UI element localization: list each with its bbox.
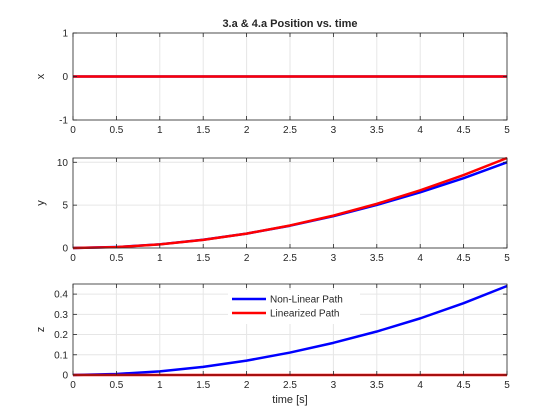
x-tick-label: 0 [70, 125, 76, 136]
x-tick-label: 0.5 [109, 125, 123, 136]
axes-2 [72, 156, 508, 250]
y-axis-label: y [35, 200, 47, 206]
x-tick-label: 2.5 [283, 125, 297, 136]
x-tick-label: 4 [417, 125, 423, 136]
y-tick-label: 5 [62, 201, 68, 212]
x-tick-label: 2 [244, 253, 250, 264]
y-tick-label: 0.3 [54, 310, 68, 321]
series-line-2 [72, 156, 508, 250]
x-tick-label: 5 [504, 380, 510, 391]
x-tick-label: 4 [417, 380, 423, 391]
y-tick-label: 0 [62, 72, 68, 83]
y-tick-label: 0.1 [54, 350, 68, 361]
x-tick-label: 2 [244, 380, 250, 391]
x-tick-label: 2.5 [283, 253, 297, 264]
x-tick-label: 3 [331, 380, 337, 391]
x-tick-label: 4.5 [457, 380, 471, 391]
x-tick-label: 5 [504, 125, 510, 136]
axes-3 [72, 283, 508, 377]
x-tick-label: 3 [331, 253, 337, 264]
y-tick-label: 0 [62, 244, 68, 255]
y-tick-label: 0 [62, 371, 68, 382]
series-line-1 [72, 284, 508, 377]
x-axis-label: time [s] [272, 394, 307, 406]
y-axis-label: x [35, 73, 47, 79]
legend-label-1: Non-Linear Path [270, 295, 343, 306]
x-tick-label: 3.5 [370, 380, 384, 391]
x-tick-label: 5 [504, 253, 510, 264]
x-tick-label: 0 [70, 253, 76, 264]
y-tick-label: 0.2 [54, 330, 68, 341]
x-tick-label: 1 [157, 380, 163, 391]
x-tick-label: 2.5 [283, 380, 297, 391]
x-tick-label: 0.5 [109, 380, 123, 391]
chart-title: 3.a & 4.a Position vs. time [222, 18, 357, 30]
x-tick-label: 4.5 [457, 125, 471, 136]
y-tick-label: 10 [57, 158, 69, 169]
y-axis-label: z [35, 327, 47, 333]
x-tick-label: 0.5 [109, 253, 123, 264]
x-tick-label: 3.5 [370, 125, 384, 136]
axes-1 [72, 32, 508, 121]
x-tick-label: 0 [70, 380, 76, 391]
x-tick-label: 4.5 [457, 253, 471, 264]
x-tick-label: 1.5 [196, 125, 210, 136]
x-tick-label: 3 [331, 125, 337, 136]
legend-box [228, 290, 360, 324]
y-tick-label: 1 [62, 29, 68, 40]
y-tick-label: 0.4 [54, 290, 68, 301]
x-tick-label: 2 [244, 125, 250, 136]
x-tick-label: 1 [157, 125, 163, 136]
y-tick-label: -1 [59, 116, 68, 127]
x-tick-label: 1 [157, 253, 163, 264]
legend-label-2: Linearized Path [270, 309, 340, 320]
x-tick-label: 3.5 [370, 253, 384, 264]
x-tick-label: 1.5 [196, 253, 210, 264]
x-tick-label: 4 [417, 253, 423, 264]
x-tick-label: 1.5 [196, 380, 210, 391]
